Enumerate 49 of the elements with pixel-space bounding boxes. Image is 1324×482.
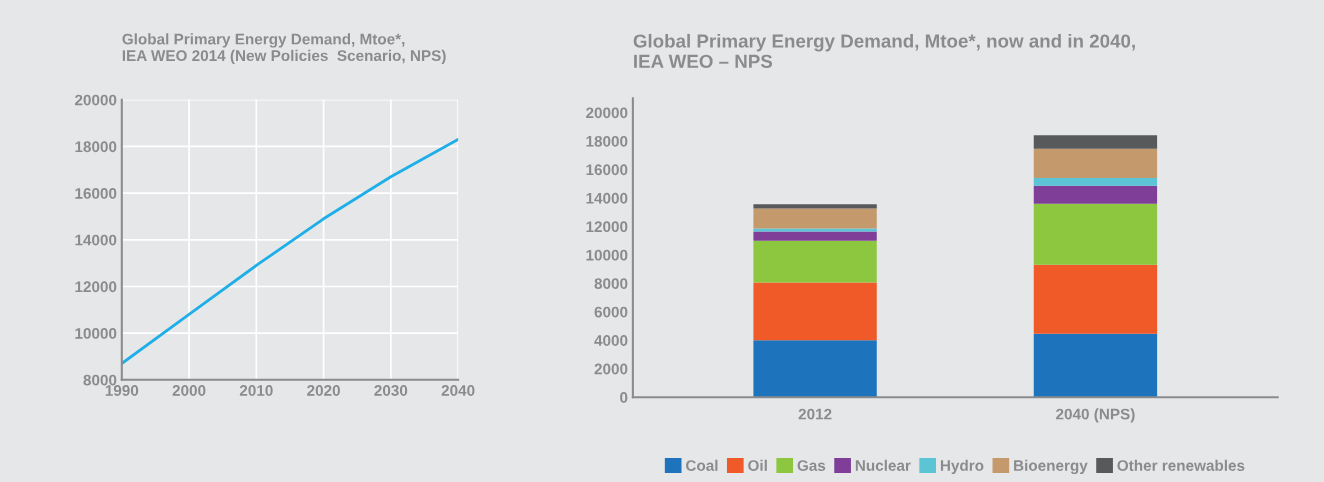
x-tick-label: 2000 <box>172 385 206 396</box>
bar <box>1033 333 1158 398</box>
legend-label: Hydro <box>940 459 984 474</box>
y-tick-label: 18000 <box>586 135 628 147</box>
x-tick-label: 2040 (NPS) <box>1056 408 1135 423</box>
y-tick-label: 16000 <box>586 164 628 176</box>
y-tick-label: 6000 <box>594 306 628 318</box>
bar <box>753 231 877 241</box>
y-tick-label: 18000 <box>75 141 117 153</box>
y-tick-label: 10000 <box>586 249 628 261</box>
y-tick-label: 8000 <box>83 374 117 386</box>
bar <box>753 240 877 283</box>
y-tick-label: 12000 <box>75 281 117 293</box>
y-tick-label: 12000 <box>586 221 628 233</box>
x-tick-label: 2012 <box>798 408 832 420</box>
line-series <box>121 138 459 365</box>
bar <box>753 340 877 398</box>
x-tick-label: 1990 <box>105 385 139 396</box>
x-tick-label: 2010 <box>239 385 273 396</box>
bar <box>1033 264 1158 334</box>
y-tick-label: 0 <box>620 392 628 403</box>
x-tick-label: 2040 <box>441 385 475 396</box>
legend-label: Coal <box>686 459 718 471</box>
bar <box>753 208 877 229</box>
bar <box>1033 185 1158 204</box>
bar <box>1033 203 1158 265</box>
y-tick-label: 16000 <box>75 187 117 199</box>
x-tick-label: 2020 <box>307 385 340 396</box>
bar <box>753 282 877 341</box>
y-tick-label: 8000 <box>594 278 628 290</box>
bar <box>1033 135 1158 149</box>
y-tick-label: 10000 <box>75 328 117 339</box>
y-tick-label: 20000 <box>586 107 628 119</box>
legend-label: Other renewables <box>1117 459 1245 471</box>
legend-label: Gas <box>797 460 826 471</box>
bar <box>1033 148 1158 179</box>
legend-label: Bioenergy <box>1014 459 1088 475</box>
legend-label: Oil <box>748 459 767 471</box>
bar <box>753 204 877 209</box>
y-tick-label: 14000 <box>586 192 628 204</box>
y-tick-label: 2000 <box>594 363 628 375</box>
bar <box>1033 178 1158 186</box>
y-tick-label: 14000 <box>75 234 117 246</box>
legend-label: Nuclear <box>855 459 911 471</box>
x-tick-label: 2030 <box>374 385 408 396</box>
chart-title: Global Primary Energy Demand, Mtoe*, IEA WEO 2014 (New Policies Scenario, NPS) <box>122 33 446 65</box>
chart-title: Global Primary Energy Demand, Mtoe*, now and in 2040, IEA WEO – NPS <box>633 33 1135 68</box>
y-tick-label: 20000 <box>75 94 117 106</box>
y-tick-label: 4000 <box>594 335 628 346</box>
